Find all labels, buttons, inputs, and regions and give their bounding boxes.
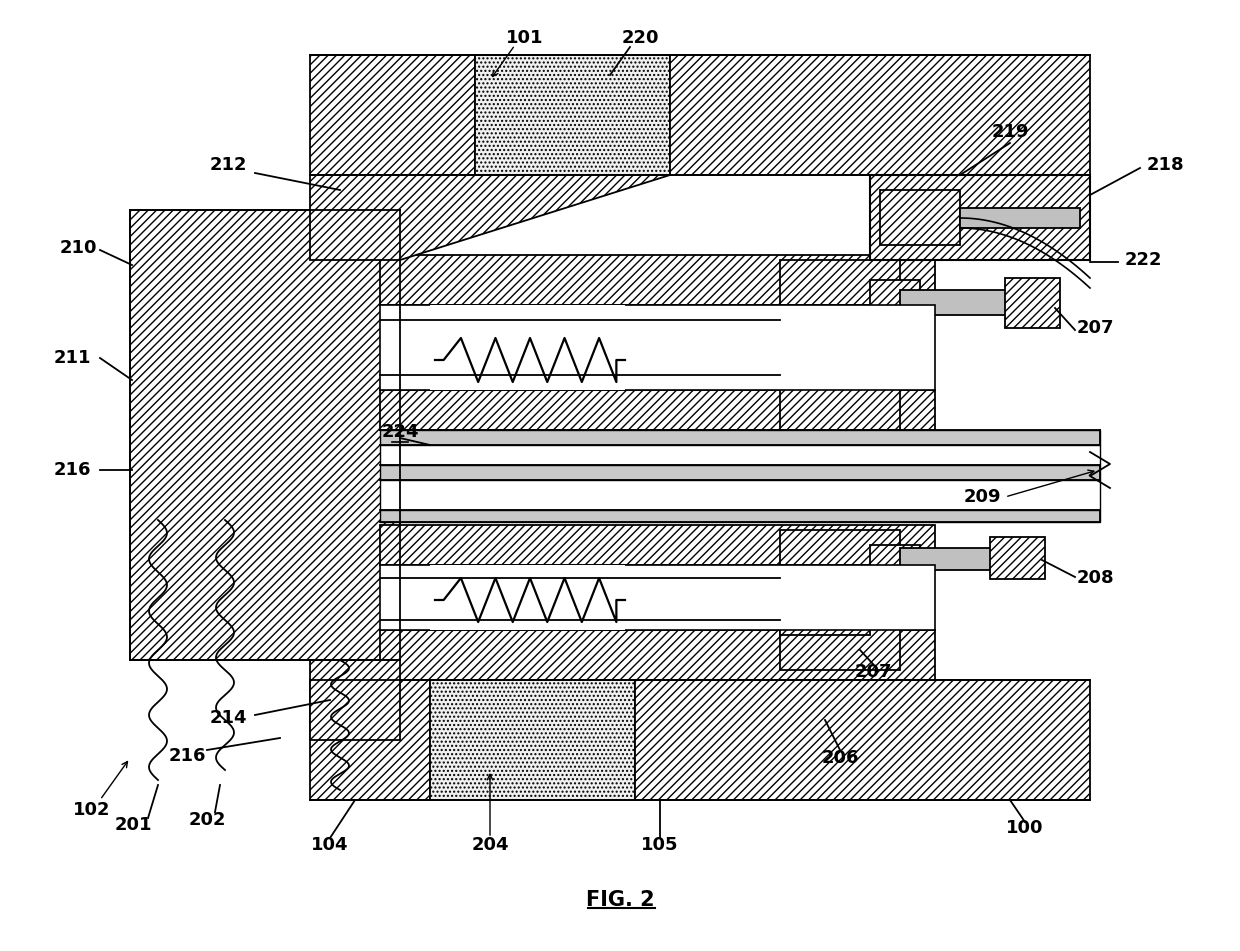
Text: 101: 101 — [506, 29, 544, 47]
Bar — [430, 680, 635, 800]
Text: 202: 202 — [188, 811, 226, 829]
Bar — [379, 465, 1100, 480]
Text: 216: 216 — [53, 461, 91, 479]
Text: 206: 206 — [821, 749, 859, 767]
Bar — [780, 530, 900, 670]
Bar — [990, 537, 1045, 579]
Bar — [379, 565, 935, 630]
Text: 207: 207 — [1076, 319, 1114, 337]
Bar — [430, 305, 625, 390]
Text: 207: 207 — [854, 663, 892, 681]
Text: 219: 219 — [991, 123, 1029, 141]
Polygon shape — [310, 660, 401, 740]
Bar — [900, 548, 994, 570]
Bar — [960, 208, 1080, 228]
Text: 218: 218 — [1146, 156, 1184, 174]
Text: 216: 216 — [169, 747, 206, 765]
Text: 105: 105 — [641, 836, 678, 854]
Bar — [780, 565, 870, 635]
Text: 220: 220 — [621, 29, 658, 47]
Text: 212: 212 — [210, 156, 247, 174]
Text: 224: 224 — [381, 423, 419, 441]
Bar — [670, 55, 1090, 175]
Bar — [780, 260, 900, 430]
Text: 209: 209 — [963, 488, 1001, 506]
Bar — [780, 305, 870, 385]
Bar — [870, 175, 1090, 260]
Text: 208: 208 — [1076, 569, 1114, 587]
Bar — [379, 255, 935, 305]
Bar — [870, 545, 920, 590]
Text: 102: 102 — [73, 801, 110, 819]
Bar — [379, 445, 1100, 465]
Bar — [870, 175, 1090, 260]
Bar — [379, 480, 1100, 510]
Bar — [870, 280, 920, 330]
Bar — [379, 630, 935, 680]
Bar — [379, 510, 1100, 522]
Bar — [900, 290, 1011, 315]
Bar — [130, 210, 401, 660]
Text: 100: 100 — [1006, 819, 1044, 837]
Text: 201: 201 — [114, 816, 151, 834]
Bar — [310, 55, 475, 175]
Bar — [379, 430, 1100, 445]
Text: 210: 210 — [60, 239, 97, 257]
Bar — [880, 190, 960, 245]
Bar — [310, 680, 430, 800]
Text: 222: 222 — [1125, 251, 1162, 269]
Bar — [475, 55, 670, 175]
Bar — [635, 680, 1090, 800]
Bar — [430, 565, 625, 630]
Text: 104: 104 — [311, 836, 348, 854]
Text: 214: 214 — [210, 709, 247, 727]
Bar — [379, 525, 935, 565]
Text: 211: 211 — [53, 349, 91, 367]
Bar — [1004, 278, 1060, 328]
Polygon shape — [310, 175, 670, 260]
Bar — [379, 305, 935, 390]
Text: FIG. 2: FIG. 2 — [585, 890, 655, 910]
Bar — [379, 390, 935, 430]
Text: 204: 204 — [471, 836, 508, 854]
